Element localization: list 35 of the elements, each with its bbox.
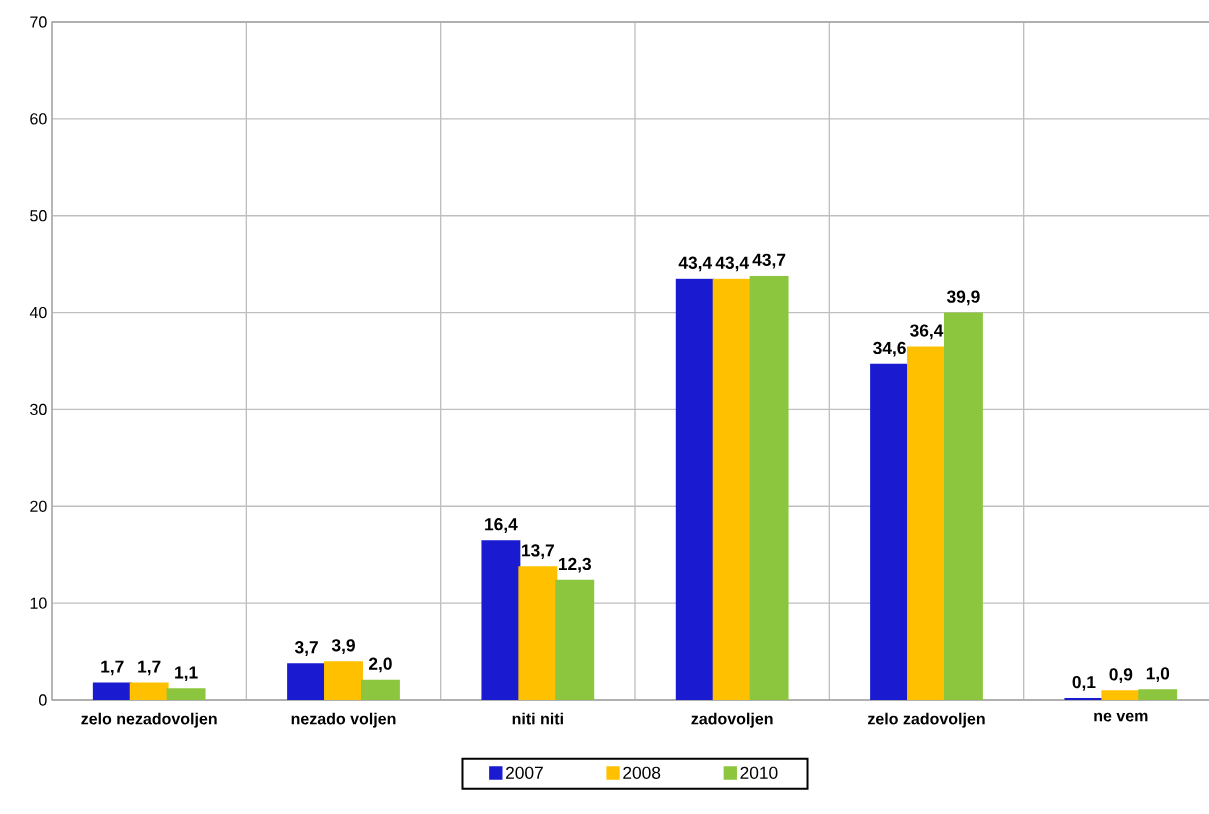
data-label: 1,7	[101, 660, 124, 676]
data-label: 0,1	[1072, 675, 1096, 691]
x-tick-label: nezado voljen	[291, 712, 396, 728]
y-tick-label: 70	[30, 16, 47, 28]
data-label: 16,4	[485, 518, 518, 533]
data-label: 43,7	[752, 253, 786, 269]
x-tick-label: ne vem	[1094, 712, 1148, 722]
data-label: 13,7	[522, 544, 554, 560]
x-tick-label: zadovoljen	[691, 712, 773, 728]
data-label: 34,6	[873, 341, 906, 357]
y-tick-label: 0	[39, 694, 47, 706]
y-tick-label: 60	[30, 113, 47, 125]
data-label: 1,0	[1146, 667, 1170, 683]
y-tick-label: 40	[29, 306, 47, 319]
legend-label: 2010	[740, 766, 778, 779]
data-label: 1,1	[175, 666, 198, 682]
x-tick-label: niti niti	[512, 712, 563, 725]
data-label: 43,4	[678, 256, 713, 272]
data-label: 43,4	[715, 256, 749, 272]
data-label: 36,4	[910, 324, 944, 340]
data-label: 3,7	[294, 641, 318, 656]
legend-label: 2007	[506, 766, 543, 779]
data-label: 0,9	[1109, 668, 1133, 684]
data-label: 12,3	[558, 557, 591, 573]
y-tick-label: 50	[30, 210, 47, 222]
data-label: 2,0	[368, 657, 392, 673]
data-label: 3,9	[331, 639, 355, 654]
x-tick-label: zelo zadovoljen	[868, 712, 985, 728]
y-tick-label: 10	[30, 597, 47, 609]
data-label: 1,7	[138, 660, 161, 676]
legend-label: 2008	[623, 766, 661, 779]
data-label: 39,9	[946, 290, 980, 306]
x-tick-label: zelo nezadovoljen	[81, 712, 217, 728]
y-tick-label: 30	[30, 403, 47, 416]
y-tick-label: 20	[30, 500, 47, 512]
